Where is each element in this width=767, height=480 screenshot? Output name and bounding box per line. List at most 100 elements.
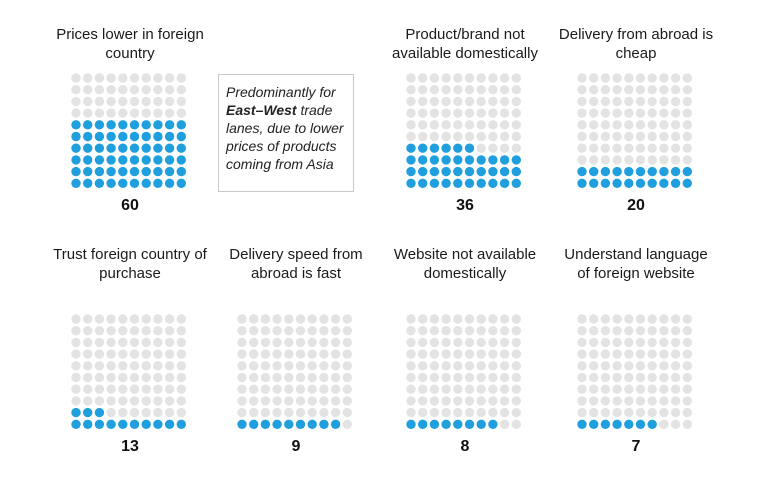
empty-dot bbox=[670, 361, 681, 371]
filled-dot bbox=[589, 166, 599, 177]
empty-dot bbox=[511, 326, 521, 336]
empty-dot bbox=[624, 85, 634, 95]
empty-dot bbox=[260, 407, 271, 418]
filled-dot bbox=[141, 131, 151, 142]
empty-dot bbox=[464, 96, 475, 107]
empty-dot bbox=[176, 85, 186, 95]
filled-dot bbox=[106, 419, 116, 429]
empty-dot bbox=[164, 85, 175, 95]
filled-dot bbox=[71, 131, 81, 142]
empty-dot bbox=[441, 349, 451, 359]
empty-dot bbox=[624, 384, 634, 394]
empty-dot bbox=[118, 372, 128, 383]
empty-dot bbox=[659, 372, 669, 383]
empty-dot bbox=[464, 314, 475, 324]
filled-dot bbox=[647, 178, 657, 188]
empty-dot bbox=[682, 384, 692, 394]
filled-dot bbox=[624, 419, 634, 429]
empty-dot bbox=[319, 326, 329, 336]
filled-dot bbox=[670, 178, 681, 188]
empty-dot bbox=[635, 73, 646, 83]
empty-dot bbox=[682, 96, 692, 107]
empty-dot bbox=[319, 314, 329, 324]
empty-dot bbox=[476, 384, 486, 394]
empty-dot bbox=[682, 407, 692, 418]
empty-dot bbox=[635, 155, 646, 165]
empty-dot bbox=[141, 337, 151, 348]
empty-dot bbox=[319, 349, 329, 359]
dot-grid bbox=[577, 73, 692, 188]
empty-dot bbox=[71, 384, 81, 394]
filled-dot bbox=[488, 178, 498, 188]
empty-dot bbox=[249, 349, 259, 359]
empty-dot bbox=[295, 384, 306, 394]
empty-dot bbox=[164, 314, 175, 324]
filled-dot bbox=[176, 155, 186, 165]
empty-dot bbox=[647, 361, 657, 371]
empty-dot bbox=[659, 120, 669, 130]
value-label: 13 bbox=[121, 438, 139, 455]
empty-dot bbox=[83, 85, 93, 95]
empty-dot bbox=[260, 314, 271, 324]
filled-dot bbox=[118, 155, 128, 165]
filled-dot bbox=[635, 178, 646, 188]
empty-dot bbox=[499, 372, 510, 383]
empty-dot bbox=[612, 155, 622, 165]
empty-dot bbox=[284, 326, 294, 336]
empty-dot bbox=[453, 73, 463, 83]
empty-dot bbox=[418, 120, 428, 130]
filled-dot bbox=[83, 120, 93, 130]
empty-dot bbox=[71, 314, 81, 324]
empty-dot bbox=[647, 337, 657, 348]
empty-dot bbox=[682, 326, 692, 336]
empty-dot bbox=[453, 396, 463, 406]
empty-dot bbox=[406, 361, 416, 371]
empty-dot bbox=[429, 407, 440, 418]
filled-dot bbox=[453, 143, 463, 153]
empty-dot bbox=[330, 337, 341, 348]
empty-dot bbox=[600, 337, 611, 348]
empty-dot bbox=[429, 349, 440, 359]
dot-grid bbox=[71, 73, 186, 188]
empty-dot bbox=[464, 396, 475, 406]
empty-dot bbox=[476, 326, 486, 336]
empty-dot bbox=[307, 326, 317, 336]
empty-dot bbox=[682, 143, 692, 153]
empty-dot bbox=[682, 372, 692, 383]
filled-dot bbox=[307, 419, 317, 429]
empty-dot bbox=[589, 85, 599, 95]
empty-dot bbox=[418, 407, 428, 418]
empty-dot bbox=[647, 143, 657, 153]
empty-dot bbox=[307, 384, 317, 394]
empty-dot bbox=[429, 337, 440, 348]
empty-dot bbox=[330, 314, 341, 324]
filled-dot bbox=[511, 155, 521, 165]
filled-dot bbox=[164, 178, 175, 188]
empty-dot bbox=[441, 108, 451, 118]
empty-dot bbox=[295, 349, 306, 359]
empty-dot bbox=[406, 96, 416, 107]
empty-dot bbox=[176, 73, 186, 83]
filled-dot bbox=[624, 166, 634, 177]
filled-dot bbox=[464, 166, 475, 177]
filled-dot bbox=[284, 419, 294, 429]
empty-dot bbox=[624, 361, 634, 371]
filled-dot bbox=[476, 419, 486, 429]
empty-dot bbox=[488, 120, 498, 130]
empty-dot bbox=[330, 396, 341, 406]
empty-dot bbox=[464, 337, 475, 348]
empty-dot bbox=[488, 108, 498, 118]
empty-dot bbox=[488, 349, 498, 359]
empty-dot bbox=[118, 73, 128, 83]
empty-dot bbox=[429, 73, 440, 83]
empty-dot bbox=[659, 85, 669, 95]
filled-dot bbox=[71, 143, 81, 153]
empty-dot bbox=[129, 108, 140, 118]
empty-dot bbox=[682, 73, 692, 83]
empty-dot bbox=[342, 361, 352, 371]
empty-dot bbox=[670, 337, 681, 348]
empty-dot bbox=[670, 349, 681, 359]
empty-dot bbox=[612, 73, 622, 83]
empty-dot bbox=[647, 326, 657, 336]
empty-dot bbox=[624, 326, 634, 336]
